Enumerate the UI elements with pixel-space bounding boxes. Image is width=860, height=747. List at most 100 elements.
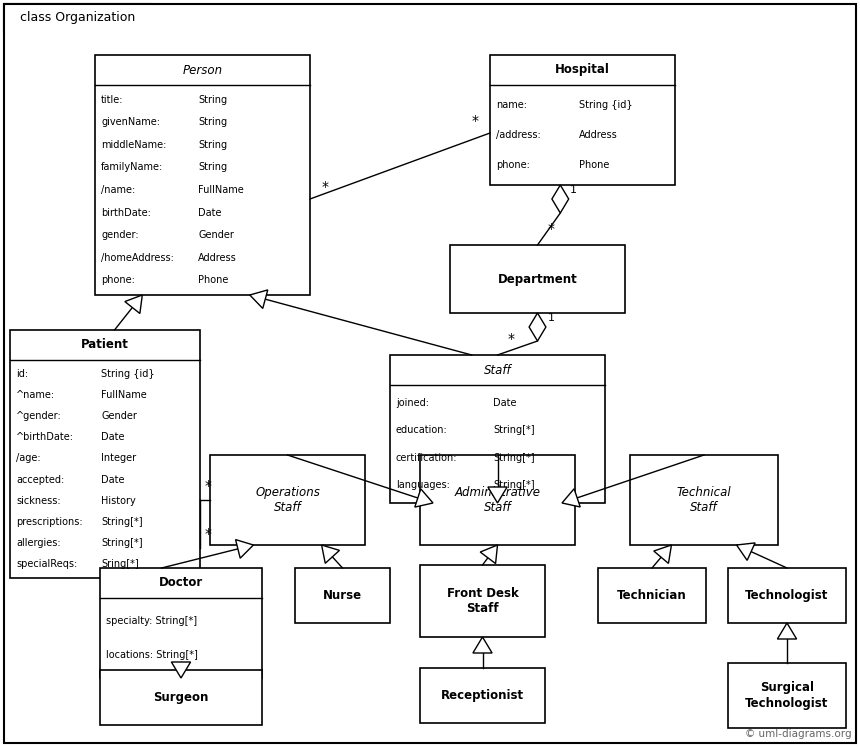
Text: Gender: Gender <box>198 230 234 241</box>
Text: givenName:: givenName: <box>101 117 160 127</box>
Polygon shape <box>450 245 625 313</box>
Text: Department: Department <box>498 273 577 285</box>
Text: Integer: Integer <box>101 453 137 463</box>
Polygon shape <box>100 670 262 725</box>
Polygon shape <box>100 568 262 678</box>
Text: title:: title: <box>101 95 124 105</box>
Text: name:: name: <box>496 99 527 110</box>
Polygon shape <box>4 4 856 743</box>
Polygon shape <box>420 565 545 637</box>
Text: *: * <box>322 180 329 194</box>
Text: Phone: Phone <box>579 161 609 170</box>
Polygon shape <box>125 295 142 314</box>
Polygon shape <box>473 637 492 653</box>
Text: 1: 1 <box>570 185 577 195</box>
Polygon shape <box>420 668 545 723</box>
Text: specialReqs:: specialReqs: <box>16 560 77 569</box>
Text: String[*]: String[*] <box>493 453 535 462</box>
Text: String[*]: String[*] <box>493 425 535 436</box>
Text: Administrative
Staff: Administrative Staff <box>454 486 540 514</box>
Text: *: * <box>472 114 479 128</box>
Text: languages:: languages: <box>396 480 450 490</box>
Text: phone:: phone: <box>101 276 135 285</box>
Polygon shape <box>415 489 433 507</box>
Text: gender:: gender: <box>101 230 138 241</box>
Text: birthDate:: birthDate: <box>101 208 150 217</box>
Text: Address: Address <box>579 130 617 140</box>
Text: familyName:: familyName: <box>101 162 163 173</box>
Text: Phone: Phone <box>198 276 229 285</box>
Text: certification:: certification: <box>396 453 458 462</box>
Text: Nurse: Nurse <box>323 589 362 602</box>
Text: 1: 1 <box>548 313 555 323</box>
Text: education:: education: <box>396 425 448 436</box>
Polygon shape <box>529 313 546 341</box>
Text: Technical
Staff: Technical Staff <box>677 486 731 514</box>
Text: sickness:: sickness: <box>16 496 60 506</box>
Text: class Organization: class Organization <box>21 11 136 25</box>
Text: Technologist: Technologist <box>746 589 829 602</box>
Text: specialty: String[*]: specialty: String[*] <box>106 616 197 625</box>
Polygon shape <box>171 662 191 678</box>
Polygon shape <box>249 290 267 309</box>
Text: id:: id: <box>16 369 28 379</box>
Polygon shape <box>654 545 672 563</box>
Text: phone:: phone: <box>496 161 530 170</box>
Polygon shape <box>630 455 778 545</box>
Polygon shape <box>322 545 340 563</box>
Text: Front Desk
Staff: Front Desk Staff <box>446 587 519 615</box>
Text: Address: Address <box>198 252 237 263</box>
Text: String {id}: String {id} <box>101 369 155 379</box>
Polygon shape <box>4 4 168 32</box>
Text: accepted:: accepted: <box>16 474 64 485</box>
Text: *: * <box>507 332 514 346</box>
Text: Hospital: Hospital <box>555 63 610 76</box>
Polygon shape <box>736 543 755 560</box>
Text: String: String <box>198 95 227 105</box>
Text: String: String <box>198 162 227 173</box>
Text: /age:: /age: <box>16 453 40 463</box>
Polygon shape <box>598 568 706 623</box>
Text: ^gender:: ^gender: <box>16 411 62 421</box>
Text: FullName: FullName <box>101 390 147 400</box>
Polygon shape <box>295 568 390 623</box>
Text: String: String <box>198 140 227 150</box>
Polygon shape <box>490 55 675 185</box>
Text: prescriptions:: prescriptions: <box>16 517 83 527</box>
Text: /homeAddress:: /homeAddress: <box>101 252 174 263</box>
Text: Date: Date <box>198 208 222 217</box>
Polygon shape <box>480 545 497 563</box>
Text: joined:: joined: <box>396 398 429 408</box>
Text: middleName:: middleName: <box>101 140 166 150</box>
Polygon shape <box>10 330 200 578</box>
Text: Staff: Staff <box>483 364 512 376</box>
Text: String[*]: String[*] <box>493 480 535 490</box>
Polygon shape <box>552 185 568 213</box>
Text: Doctor: Doctor <box>159 577 203 589</box>
Text: Date: Date <box>101 474 125 485</box>
Text: allergies:: allergies: <box>16 538 60 548</box>
Text: Surgeon: Surgeon <box>153 691 209 704</box>
Text: locations: String[*]: locations: String[*] <box>106 651 198 660</box>
Text: String: String <box>198 117 227 127</box>
Text: Surgical
Technologist: Surgical Technologist <box>746 681 829 710</box>
Polygon shape <box>390 355 605 503</box>
Polygon shape <box>562 489 580 507</box>
Text: /address:: /address: <box>496 130 541 140</box>
Text: Date: Date <box>493 398 517 408</box>
Text: Operations
Staff: Operations Staff <box>255 486 320 514</box>
Polygon shape <box>728 568 846 623</box>
Polygon shape <box>420 455 575 545</box>
Polygon shape <box>210 455 365 545</box>
Polygon shape <box>236 539 254 558</box>
Text: /name:: /name: <box>101 185 135 195</box>
Text: Date: Date <box>101 433 125 442</box>
Text: *: * <box>205 479 212 493</box>
Text: String[*]: String[*] <box>101 538 143 548</box>
Text: Technician: Technician <box>617 589 687 602</box>
Polygon shape <box>95 55 310 295</box>
Text: *: * <box>205 527 212 542</box>
Polygon shape <box>777 623 796 639</box>
Polygon shape <box>488 487 507 503</box>
Text: ^name:: ^name: <box>16 390 55 400</box>
